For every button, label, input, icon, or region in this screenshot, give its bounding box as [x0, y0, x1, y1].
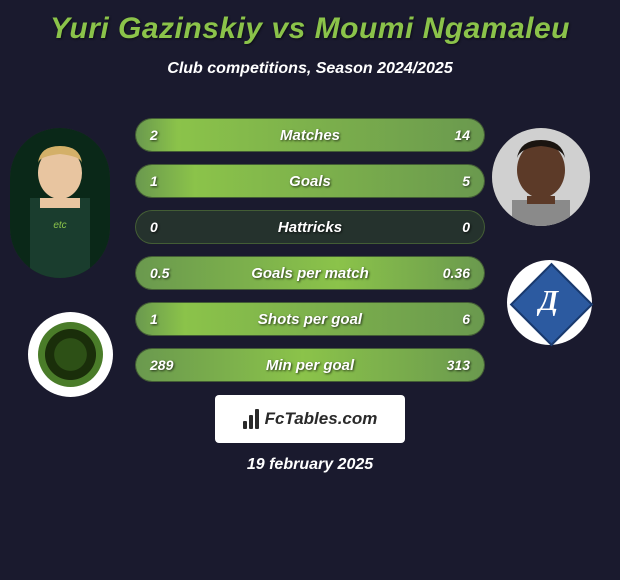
stat-value-right: 5	[462, 173, 470, 189]
stat-value-right: 0	[462, 219, 470, 235]
page-title: Yuri Gazinskiy vs Moumi Ngamaleu	[0, 0, 620, 46]
stat-label: Goals	[289, 173, 331, 190]
stat-label: Matches	[280, 127, 340, 144]
bar-fill-left	[136, 303, 185, 335]
player-right-photo	[492, 128, 590, 226]
dinamo-logo-icon	[522, 270, 577, 335]
date-text: 19 february 2025	[247, 456, 373, 474]
player-avatar-icon: etc	[10, 128, 110, 278]
infographic-container: Yuri Gazinskiy vs Moumi Ngamaleu Club co…	[0, 0, 620, 580]
stat-value-right: 313	[447, 357, 470, 373]
stat-value-left: 2	[150, 127, 158, 143]
club-logo-right	[507, 260, 592, 345]
stat-value-left: 1	[150, 173, 158, 189]
stat-value-right: 6	[462, 311, 470, 327]
bar-fill-right	[195, 165, 484, 197]
bar-fill-left	[136, 165, 195, 197]
stat-row: 1 Goals 5	[135, 164, 485, 198]
stat-value-left: 0.5	[150, 265, 169, 281]
fctables-badge: FcTables.com	[215, 395, 405, 443]
stat-value-left: 289	[150, 357, 173, 373]
player-avatar-icon	[492, 128, 590, 226]
stat-label: Min per goal	[266, 357, 354, 374]
player-left-photo: etc	[10, 128, 110, 278]
stat-row: 1 Shots per goal 6	[135, 302, 485, 336]
stat-row: 0 Hattricks 0	[135, 210, 485, 244]
subtitle: Club competitions, Season 2024/2025	[0, 60, 620, 78]
club-logo-left	[28, 312, 113, 397]
stats-area: 2 Matches 14 1 Goals 5 0 Hattricks 0 0.5…	[135, 118, 485, 394]
stat-row: 0.5 Goals per match 0.36	[135, 256, 485, 290]
stat-value-right: 14	[454, 127, 470, 143]
stat-value-right: 0.36	[443, 265, 470, 281]
svg-text:etc: etc	[53, 220, 66, 231]
branding-text: FcTables.com	[265, 409, 378, 429]
stat-value-left: 0	[150, 219, 158, 235]
stat-row: 2 Matches 14	[135, 118, 485, 152]
stat-label: Goals per match	[251, 265, 369, 282]
krasnodar-logo-icon	[38, 322, 103, 387]
stat-label: Shots per goal	[258, 311, 362, 328]
stat-row: 289 Min per goal 313	[135, 348, 485, 382]
stat-label: Hattricks	[278, 219, 342, 236]
bar-chart-icon	[243, 409, 259, 429]
stat-value-left: 1	[150, 311, 158, 327]
